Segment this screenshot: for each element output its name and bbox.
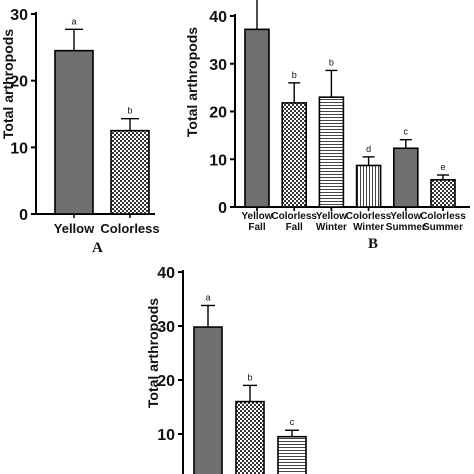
y-tick-label: 30 <box>209 57 227 74</box>
category-label: Yellow <box>316 211 347 222</box>
category-label: Winter <box>353 222 384 233</box>
bar <box>110 129 150 215</box>
category-label: Yellow <box>54 221 95 236</box>
y-tick-label: 20 <box>10 74 28 91</box>
y-tick-label: 20 <box>209 105 227 122</box>
y-axis-title: Total arthropods <box>184 27 200 137</box>
bar <box>277 435 307 474</box>
category-label: Yellow <box>241 211 272 222</box>
y-tick-label: 0 <box>19 207 28 224</box>
chart-a: Total arthropods 0 10 20 30 a Yellow b Colorless <box>0 7 160 236</box>
category-label: Fall <box>286 222 303 233</box>
significance-letter: a <box>71 16 76 26</box>
bar <box>54 49 94 215</box>
bar <box>393 147 419 208</box>
category-label: Summer <box>423 222 463 233</box>
bar <box>430 178 456 208</box>
category-label: Yellow <box>390 211 421 222</box>
significance-letter: c <box>404 127 409 137</box>
y-tick-label: 10 <box>157 427 175 444</box>
y-tick-label: 40 <box>209 9 227 26</box>
category-label: Colorless <box>420 211 466 222</box>
bar <box>318 96 345 208</box>
bar <box>244 28 270 208</box>
chart-c: Total arthropods 10 20 30 40 a b c <box>145 265 307 474</box>
y-tick-label: 30 <box>10 7 28 24</box>
bar <box>281 102 307 208</box>
category-label: Colorless <box>100 221 159 236</box>
category-label: Winter <box>316 222 347 233</box>
panel-letter-b: B <box>368 236 379 252</box>
significance-letter: b <box>292 70 297 80</box>
y-tick-label: 10 <box>209 152 227 169</box>
y-tick-label: 20 <box>157 373 175 390</box>
category-label: Fall <box>248 222 265 233</box>
y-tick-label: 10 <box>10 140 28 157</box>
significance-letter: c <box>290 417 295 427</box>
category-label: Summer <box>386 222 426 233</box>
y-tick-label: 0 <box>218 200 227 217</box>
bar <box>193 326 223 474</box>
significance-letter: a <box>205 292 210 302</box>
chart-b: Total arthropods010203040YellowFallbColo… <box>184 0 470 233</box>
y-axis-title: Total arthropods <box>145 298 161 408</box>
bar <box>235 400 265 474</box>
y-tick-label: 30 <box>157 319 175 336</box>
significance-letter: e <box>440 162 445 172</box>
significance-letter: b <box>247 372 252 382</box>
y-tick-label: 40 <box>157 265 175 282</box>
significance-letter: b <box>329 57 334 67</box>
panel-letter-a: A <box>92 240 103 256</box>
bar <box>355 164 382 208</box>
significance-letter: d <box>366 144 371 154</box>
significance-letter: b <box>127 106 132 116</box>
category-label: Colorless <box>271 211 317 222</box>
category-label: Colorless <box>346 211 392 222</box>
y-axis-title: Total arthropods <box>0 29 16 139</box>
